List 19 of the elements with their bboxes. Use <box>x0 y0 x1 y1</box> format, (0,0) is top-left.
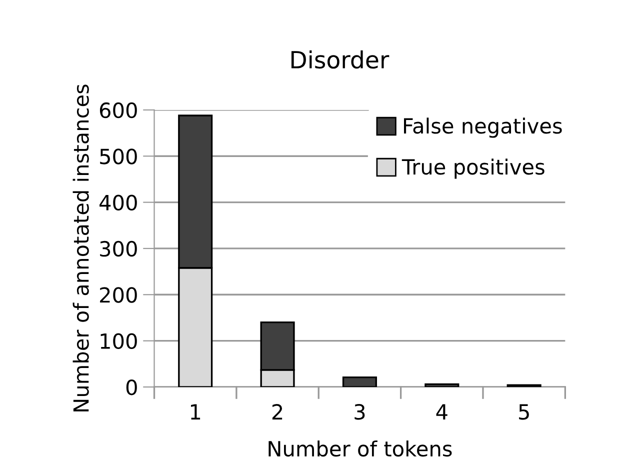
x-tick-label: 3 <box>354 404 365 420</box>
y-tick-label: 500 <box>100 148 137 164</box>
x-tick-label: 5 <box>519 404 529 420</box>
x-tick-label: 1 <box>191 404 200 420</box>
y-tick-label: 600 <box>100 102 137 118</box>
y-tick-label: 200 <box>100 287 137 303</box>
bar <box>342 376 377 387</box>
x-axis-title: Number of tokens <box>268 440 452 457</box>
x-tick-label: 2 <box>272 404 282 420</box>
legend-label: False negatives <box>404 118 562 138</box>
y-tick-label: 0 <box>126 379 137 396</box>
y-tick-label: 300 <box>100 240 137 257</box>
y-tick-label: 400 <box>100 194 137 211</box>
legend-label: True positives <box>402 158 544 179</box>
y-tick-label: 100 <box>100 333 137 350</box>
x-tick-label: 4 <box>436 404 448 420</box>
bar <box>424 383 460 387</box>
y-axis-title: Number of annotated instances <box>72 84 89 412</box>
chart-title: Disorder <box>291 50 390 69</box>
